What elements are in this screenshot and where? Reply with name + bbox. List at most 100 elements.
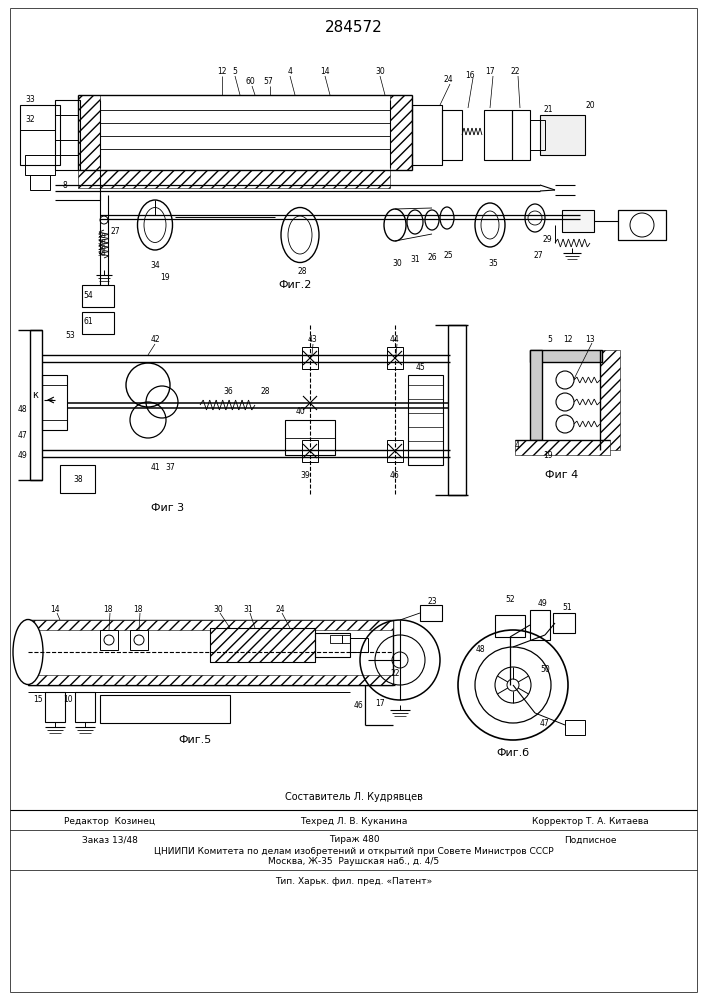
- Bar: [20, 105, 60, 165]
- Text: 19: 19: [543, 450, 553, 460]
- Bar: [600, 350, 620, 450]
- Text: 14: 14: [320, 68, 329, 77]
- Bar: [390, 95, 412, 170]
- Bar: [28, 675, 393, 685]
- Text: 48: 48: [475, 646, 485, 654]
- Text: Тип. Харьк. фил. пред. «Патент»: Тип. Харьк. фил. пред. «Патент»: [275, 878, 433, 886]
- Bar: [75, 692, 95, 722]
- Bar: [210, 628, 315, 662]
- Text: 37: 37: [165, 464, 175, 473]
- Text: 30: 30: [392, 258, 402, 267]
- Text: 27: 27: [110, 228, 119, 236]
- Text: 46: 46: [390, 471, 400, 480]
- Text: 24: 24: [275, 605, 285, 614]
- Text: 54: 54: [83, 290, 93, 300]
- Bar: [302, 347, 318, 369]
- Text: 38: 38: [74, 475, 83, 484]
- Text: 16: 16: [465, 70, 475, 80]
- Bar: [540, 115, 585, 155]
- Bar: [420, 605, 442, 621]
- Bar: [562, 210, 594, 232]
- Bar: [30, 175, 50, 190]
- Bar: [60, 465, 95, 493]
- Text: 43: 43: [308, 336, 318, 344]
- Text: 30: 30: [375, 68, 385, 77]
- Text: 25: 25: [443, 250, 452, 259]
- Text: 5: 5: [233, 68, 238, 77]
- Text: 17: 17: [485, 68, 495, 77]
- Bar: [530, 610, 550, 640]
- Bar: [342, 635, 350, 643]
- Text: 49: 49: [538, 598, 548, 607]
- Bar: [45, 692, 65, 722]
- Text: 22: 22: [390, 668, 399, 678]
- Text: Заказ 13/48: Заказ 13/48: [82, 836, 138, 844]
- Text: 10: 10: [63, 696, 73, 704]
- Bar: [484, 110, 512, 160]
- Text: 33: 33: [25, 96, 35, 104]
- Bar: [412, 105, 442, 165]
- Bar: [25, 155, 55, 175]
- Text: 35: 35: [488, 258, 498, 267]
- Text: Фиг.2: Фиг.2: [279, 280, 312, 290]
- Bar: [78, 170, 390, 188]
- Text: 12: 12: [563, 336, 573, 344]
- Bar: [495, 615, 525, 637]
- Text: Подписное: Подписное: [563, 836, 617, 844]
- Text: 47: 47: [540, 718, 550, 728]
- Text: 46: 46: [353, 700, 363, 710]
- Text: 12: 12: [217, 68, 227, 77]
- Text: 21: 21: [543, 105, 553, 114]
- Text: 24: 24: [443, 76, 452, 85]
- Text: 15: 15: [33, 696, 43, 704]
- Text: 58: 58: [98, 239, 107, 245]
- Bar: [130, 630, 148, 650]
- Bar: [530, 350, 602, 362]
- Bar: [553, 613, 575, 633]
- Text: 14: 14: [50, 605, 60, 614]
- Text: Техред Л. В. Куканина: Техред Л. В. Куканина: [300, 818, 408, 826]
- Text: 4: 4: [515, 440, 520, 450]
- Bar: [315, 633, 350, 657]
- Bar: [442, 110, 462, 160]
- Bar: [28, 620, 393, 685]
- Text: 26: 26: [427, 252, 437, 261]
- Text: Фиг 3: Фиг 3: [151, 503, 185, 513]
- Text: 284572: 284572: [325, 20, 383, 35]
- Bar: [387, 347, 403, 369]
- Text: 22: 22: [510, 68, 520, 77]
- Text: Тираж 480: Тираж 480: [329, 836, 380, 844]
- Text: 31: 31: [243, 605, 253, 614]
- Text: 41: 41: [150, 464, 160, 473]
- Bar: [408, 375, 443, 465]
- Bar: [330, 635, 342, 643]
- Text: Редактор  Козинец: Редактор Козинец: [64, 818, 156, 826]
- Text: 55: 55: [98, 251, 106, 257]
- Text: 18: 18: [133, 605, 143, 614]
- Text: 42: 42: [150, 336, 160, 344]
- Text: 40: 40: [295, 408, 305, 416]
- Text: 31: 31: [410, 254, 420, 263]
- Text: 18: 18: [103, 605, 112, 614]
- Text: 48: 48: [17, 406, 27, 414]
- Bar: [100, 695, 230, 723]
- Text: 53: 53: [65, 330, 75, 340]
- Bar: [565, 720, 585, 735]
- Bar: [100, 630, 118, 650]
- Bar: [28, 620, 393, 630]
- Bar: [515, 440, 610, 455]
- Text: 27: 27: [533, 250, 543, 259]
- Bar: [78, 95, 100, 170]
- Bar: [30, 330, 42, 480]
- Text: 28: 28: [260, 387, 270, 396]
- Text: 5: 5: [547, 336, 552, 344]
- Text: 30: 30: [213, 605, 223, 614]
- Text: Фиг.5: Фиг.5: [178, 735, 211, 745]
- Text: 60: 60: [245, 78, 255, 87]
- Text: 28: 28: [297, 267, 307, 276]
- Text: к: к: [32, 390, 38, 400]
- Text: 47: 47: [17, 430, 27, 440]
- Text: 36: 36: [223, 387, 233, 396]
- Text: ЦНИИПИ Комитета по делам изобретений и открытий при Совете Министров СССР: ЦНИИПИ Комитета по делам изобретений и о…: [154, 846, 554, 856]
- Bar: [530, 350, 542, 440]
